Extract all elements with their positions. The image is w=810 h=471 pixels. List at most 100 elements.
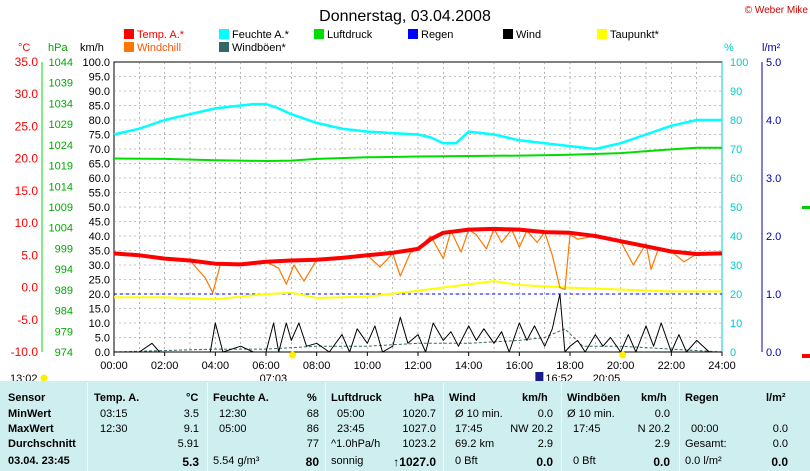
feuchte-current: 80 — [305, 455, 319, 469]
temp-tick-label: 5.0 — [21, 248, 38, 262]
wind-max: NW 20.2 — [510, 423, 553, 435]
rain-tick-label: 2.0 — [766, 231, 781, 243]
kmh-tick-label: 10.0 — [89, 318, 110, 330]
kmh-tick-label: 5.0 — [95, 333, 110, 345]
time-tick-label: 10:00 — [354, 360, 382, 372]
weather-chart: 100.095.090.085.080.075.070.065.060.055.… — [10, 5, 810, 381]
wind-run: 69.2 km — [455, 438, 495, 450]
windboen-bft: 0 Bft — [573, 455, 596, 467]
pct-tick-label: 100 — [730, 57, 748, 69]
hpa-tick-label: 979 — [55, 326, 73, 338]
pct-tick-label: 10 — [730, 318, 742, 330]
wind-min: 0.0 — [537, 408, 553, 420]
series-taupunkt — [114, 280, 722, 301]
hpa-tick-label: 1044 — [49, 57, 73, 69]
series-feuchte-a — [113, 102, 722, 151]
regen-max: 0.0 — [772, 423, 788, 435]
windboen-unit: km/h — [641, 392, 667, 404]
luftdruck-min-time: 05:00 — [337, 408, 365, 420]
temp-tick-label: 35.0 — [15, 55, 39, 69]
luftdruck-forecast: sonnig — [331, 455, 364, 467]
kmh-tick-label: 25.0 — [89, 275, 110, 287]
regen-header: Regen — [685, 392, 719, 404]
pct-tick-label: 0 — [730, 347, 736, 359]
hpa-tick-label: 989 — [55, 285, 73, 297]
rain-tick-label: 5.0 — [766, 57, 781, 69]
windboen-min-label: Ø 10 min. — [567, 408, 615, 420]
feuchte-abs: 5.54 g/m³ — [213, 455, 260, 467]
row-label-min: MinWert — [8, 408, 52, 420]
regen-current: 0.0 — [771, 455, 788, 469]
time-tick-label: 18:00 — [556, 360, 584, 372]
hpa-tick-label: 1034 — [49, 98, 73, 110]
legend-label: Feuchte A.* — [232, 29, 290, 41]
copyright-label: © Weber Mike — [745, 5, 809, 16]
temp-unit: °C — [186, 392, 199, 404]
temp-max: 9.1 — [183, 423, 199, 435]
time-tick-label: 00:00 — [100, 360, 128, 372]
pct-tick-label: 80 — [730, 115, 742, 127]
row-label-avg: Durchschnitt — [8, 438, 76, 450]
hpa-tick-label: 984 — [55, 306, 73, 318]
pct-unit-label: % — [724, 42, 734, 54]
feuchte-avg: 77 — [306, 438, 319, 450]
temp-min: 3.5 — [183, 408, 199, 420]
kmh-tick-label: 35.0 — [89, 246, 110, 258]
time-tick-label: 20:00 — [607, 360, 635, 372]
luftdruck-unit: hPa — [414, 392, 435, 404]
kmh-tick-label: 75.0 — [89, 130, 110, 142]
series-windchill — [113, 228, 723, 294]
time-tick-label: 24:00 — [708, 360, 736, 372]
moonset-time: 16:52 — [545, 373, 573, 381]
row-label-current: 03.04. 23:45 — [8, 455, 70, 467]
legend-label: Temp. A.* — [137, 29, 185, 41]
temp-tick-label: 30.0 — [15, 87, 39, 101]
windboen-avg: 2.9 — [654, 438, 670, 450]
luftdruck-header: Luftdruck — [331, 392, 382, 404]
kmh-tick-label: 85.0 — [89, 101, 110, 113]
feuchte-min-time: 12:30 — [219, 408, 247, 420]
time-tick-label: 02:00 — [151, 360, 179, 372]
temp-tick-label: -10.0 — [11, 345, 39, 359]
temp-min-time: 03:15 — [100, 408, 128, 420]
legend-swatch — [314, 29, 324, 39]
wind-header: Wind — [449, 392, 476, 404]
hpa-tick-label: 1039 — [49, 78, 73, 90]
hpa-tick-label: 1004 — [49, 223, 73, 235]
wind-current: 0.0 — [536, 455, 553, 469]
kmh-tick-label: 55.0 — [89, 188, 110, 200]
temp-tick-label: 25.0 — [15, 119, 39, 133]
time-tick-label: 16:00 — [506, 360, 534, 372]
sunrise-time: 07:03 — [260, 373, 288, 381]
pct-tick-label: 90 — [730, 86, 742, 98]
hpa-tick-label: 1014 — [49, 181, 73, 193]
time-tick-label: 04:00 — [202, 360, 230, 372]
sunset-icon — [619, 351, 627, 359]
temp-max-time: 12:30 — [100, 423, 128, 435]
time-tick-label: 22:00 — [658, 360, 686, 372]
windboen-max-time: 17:45 — [573, 423, 601, 435]
hpa-unit-label: hPa — [48, 42, 68, 54]
legend-swatch — [219, 42, 229, 52]
wind-unit: km/h — [522, 392, 548, 404]
edge-indicator — [802, 354, 810, 358]
temp-tick-label: 20.0 — [15, 152, 39, 166]
luftdruck-current: ↑1027.0 — [393, 455, 436, 469]
temp-tick-label: 0.0 — [21, 281, 38, 295]
regen-unit: l/m² — [766, 392, 786, 404]
rain-tick-label: 1.0 — [766, 289, 781, 301]
kmh-tick-label: 95.0 — [89, 72, 110, 84]
windboen-min: 0.0 — [654, 408, 670, 420]
wind-max-time: 17:45 — [455, 423, 483, 435]
kmh-tick-label: 15.0 — [89, 304, 110, 316]
regen-current-text: 0.0 l/m² — [685, 455, 722, 467]
temp-tick-label: -5.0 — [17, 313, 38, 327]
regen-total: 0.0 — [772, 438, 788, 450]
time-tick-label: 06:00 — [252, 360, 280, 372]
luftdruck-max-time: 23:45 — [337, 423, 365, 435]
kmh-unit-label: km/h — [80, 42, 104, 54]
wind-bft: 0 Bft — [455, 455, 478, 467]
sunrise-icon — [289, 351, 297, 359]
hpa-tick-label: 999 — [55, 243, 73, 255]
pct-tick-label: 30 — [730, 260, 742, 272]
